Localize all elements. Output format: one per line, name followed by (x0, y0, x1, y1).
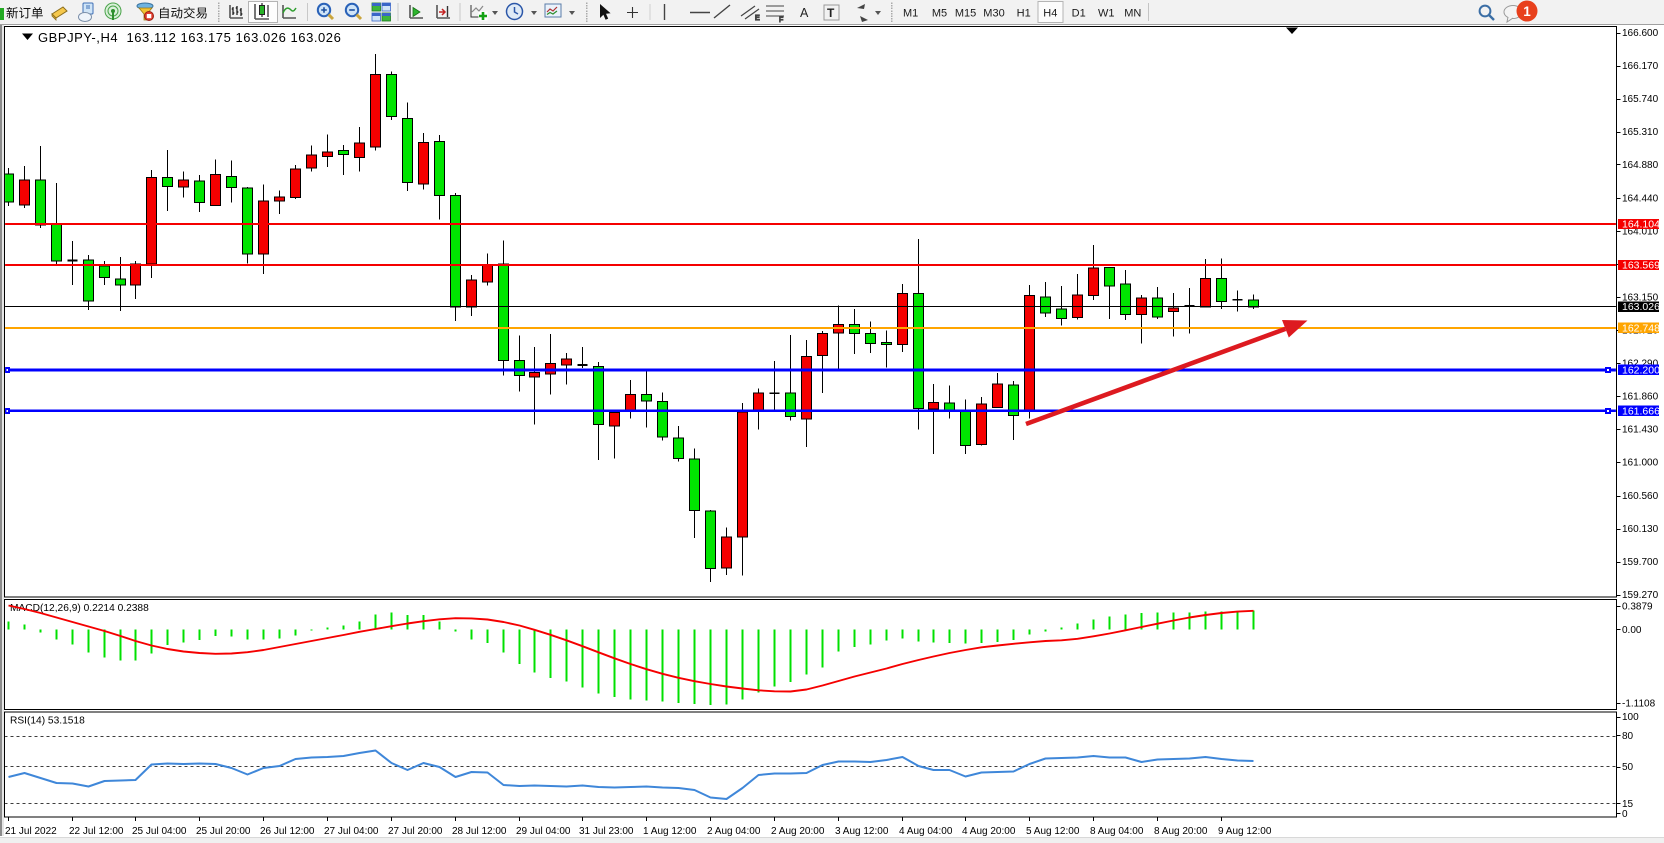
svg-text:160.130: 160.130 (1622, 524, 1659, 535)
svg-text:15: 15 (1622, 799, 1634, 810)
svg-text:3 Aug 12:00: 3 Aug 12:00 (835, 826, 889, 837)
svg-text:27 Jul 20:00: 27 Jul 20:00 (388, 826, 443, 837)
svg-text:D1: D1 (1072, 8, 1086, 20)
svg-text:163.026: 163.026 (1622, 301, 1660, 313)
svg-text:E: E (755, 15, 760, 22)
svg-text:M15: M15 (955, 8, 976, 20)
svg-text:162.748: 162.748 (1622, 323, 1660, 335)
svg-text:159.700: 159.700 (1622, 557, 1659, 568)
svg-text:GBPJPY-,H4 163.112 163.175 16: GBPJPY-,H4 163.112 163.175 163.026 163.0… (38, 30, 341, 45)
svg-text:MACD(12,26,9) 0.2214 0.2388: MACD(12,26,9) 0.2214 0.2388 (10, 603, 149, 614)
svg-text:161.666: 161.666 (1622, 405, 1660, 417)
svg-text:2 Aug 04:00: 2 Aug 04:00 (707, 826, 761, 837)
svg-text:T: T (827, 6, 835, 20)
svg-text:4 Aug 04:00: 4 Aug 04:00 (899, 826, 953, 837)
svg-text:MN: MN (1124, 8, 1141, 20)
svg-text:161.430: 161.430 (1622, 424, 1659, 435)
svg-text:F: F (779, 17, 783, 24)
svg-text:29 Jul 04:00: 29 Jul 04:00 (516, 826, 571, 837)
svg-text:9 Aug 12:00: 9 Aug 12:00 (1218, 826, 1272, 837)
svg-text:A: A (800, 6, 809, 20)
svg-text:8 Aug 04:00: 8 Aug 04:00 (1090, 826, 1144, 837)
svg-text:H4: H4 (1043, 8, 1057, 20)
svg-text:1: 1 (1523, 4, 1531, 19)
svg-text:5 Aug 12:00: 5 Aug 12:00 (1026, 826, 1080, 837)
svg-text:50: 50 (1622, 762, 1634, 773)
svg-text:164.880: 164.880 (1622, 160, 1659, 171)
svg-text:100: 100 (1622, 712, 1639, 723)
svg-text:22 Jul 12:00: 22 Jul 12:00 (69, 826, 124, 837)
svg-text:28 Jul 12:00: 28 Jul 12:00 (452, 826, 507, 837)
svg-text:164.010: 164.010 (1622, 227, 1659, 238)
svg-text:164.440: 164.440 (1622, 194, 1659, 205)
svg-text:21 Jul 2022: 21 Jul 2022 (5, 826, 57, 837)
svg-text:M1: M1 (903, 8, 918, 20)
svg-text:163.150: 163.150 (1622, 293, 1659, 304)
svg-text:25 Jul 20:00: 25 Jul 20:00 (196, 826, 251, 837)
svg-text:4 Aug 20:00: 4 Aug 20:00 (962, 826, 1016, 837)
svg-text:159.270: 159.270 (1622, 590, 1659, 601)
svg-text:166.600: 166.600 (1622, 28, 1659, 39)
svg-text:162.290: 162.290 (1622, 359, 1659, 370)
svg-text:31 Jul 23:00: 31 Jul 23:00 (579, 826, 634, 837)
svg-text:H1: H1 (1017, 8, 1031, 20)
svg-text:160.560: 160.560 (1622, 491, 1659, 502)
svg-text:161.000: 161.000 (1622, 457, 1659, 468)
svg-text:165.740: 165.740 (1622, 94, 1659, 105)
svg-text:RSI(14) 53.1518: RSI(14) 53.1518 (10, 716, 85, 727)
svg-text:8 Aug 20:00: 8 Aug 20:00 (1154, 826, 1208, 837)
svg-text:25 Jul 04:00: 25 Jul 04:00 (132, 826, 187, 837)
svg-text:-1.1108: -1.1108 (1622, 699, 1656, 710)
svg-text:26 Jul 12:00: 26 Jul 12:00 (260, 826, 315, 837)
svg-text:163.569: 163.569 (1622, 260, 1660, 272)
svg-text:W1: W1 (1098, 8, 1115, 20)
svg-text:M5: M5 (932, 8, 947, 20)
svg-text:162.200: 162.200 (1622, 365, 1660, 377)
svg-text:M30: M30 (983, 8, 1004, 20)
svg-text:166.170: 166.170 (1622, 61, 1659, 72)
svg-text:1 Aug 12:00: 1 Aug 12:00 (643, 826, 697, 837)
svg-text:0.3879: 0.3879 (1622, 602, 1653, 613)
svg-text:0.00: 0.00 (1622, 625, 1642, 636)
svg-text:0: 0 (1622, 809, 1628, 820)
svg-text:80: 80 (1622, 731, 1634, 742)
svg-text:2 Aug 20:00: 2 Aug 20:00 (771, 826, 825, 837)
svg-text:27 Jul 04:00: 27 Jul 04:00 (324, 826, 379, 837)
svg-text:161.860: 161.860 (1622, 392, 1659, 403)
svg-text:164.104: 164.104 (1622, 219, 1660, 231)
svg-text:165.310: 165.310 (1622, 127, 1659, 138)
